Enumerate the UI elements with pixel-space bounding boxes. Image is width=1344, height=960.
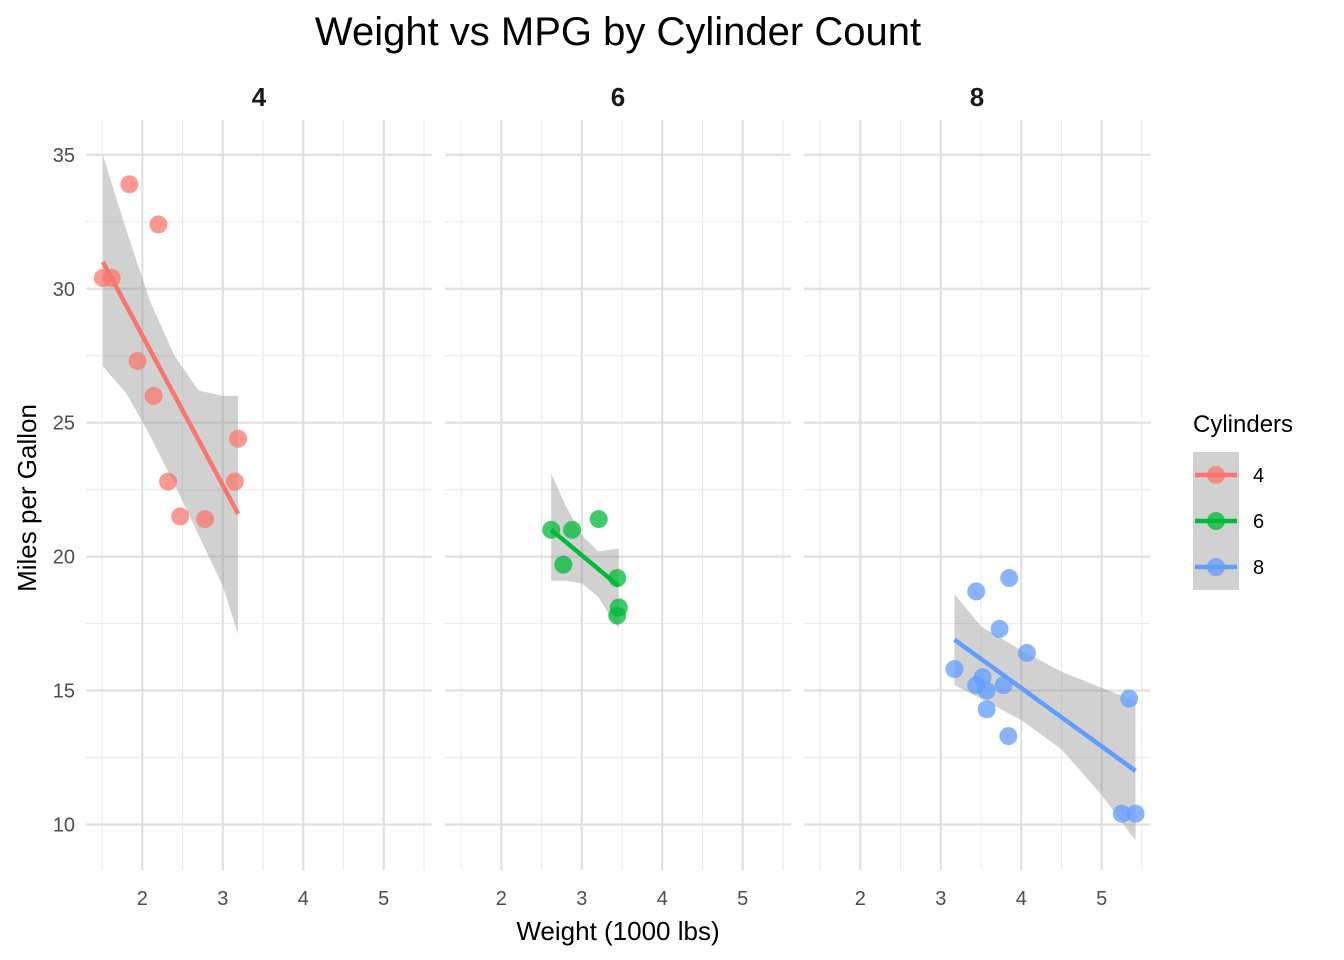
data-point xyxy=(589,510,608,529)
data-point xyxy=(149,215,168,234)
x-tick-label: 5 xyxy=(1096,888,1107,910)
legend-key-8: 8 xyxy=(1193,544,1264,590)
data-point xyxy=(229,429,248,448)
chart-title: Weight vs MPG by Cylinder Count xyxy=(315,10,921,54)
x-tick-label: 3 xyxy=(576,888,587,910)
facet-strip-label: 4 xyxy=(252,82,267,112)
data-point xyxy=(196,510,215,529)
y-tick-label: 30 xyxy=(53,279,75,301)
data-point xyxy=(1126,804,1145,823)
legend-key-6: 6 xyxy=(1193,498,1264,544)
legend-title: Cylinders xyxy=(1193,411,1293,438)
data-point xyxy=(945,660,964,679)
data-point xyxy=(1017,644,1036,663)
regression-line xyxy=(549,528,621,588)
y-tick-label: 35 xyxy=(53,145,75,167)
confidence-band xyxy=(551,473,619,629)
legend-key-point xyxy=(1207,512,1225,530)
x-axis-title: Weight (1000 lbs) xyxy=(516,916,719,946)
x-tick-label: 2 xyxy=(496,888,507,910)
data-point xyxy=(144,386,163,405)
legend: Cylinders 4 6 8 xyxy=(1193,411,1293,590)
y-tick-label: 20 xyxy=(53,547,75,569)
x-tick-label: 4 xyxy=(657,888,668,910)
confidence-band xyxy=(102,154,239,635)
data-point xyxy=(609,598,628,617)
data-point xyxy=(977,700,996,719)
data-point xyxy=(1120,689,1139,708)
facet-strip-label: 8 xyxy=(970,82,984,112)
facet-panel-4: 4 2 3 4 5 xyxy=(86,82,432,910)
data-point xyxy=(128,352,147,371)
y-tick-label: 15 xyxy=(53,681,75,703)
facet-panel-8: 8 2 3 4 5 xyxy=(804,82,1150,910)
data-point xyxy=(1112,804,1131,823)
legend-key-point xyxy=(1207,466,1225,484)
data-point xyxy=(999,727,1018,746)
x-tick-label: 2 xyxy=(855,888,866,910)
legend-label: 6 xyxy=(1253,511,1264,533)
x-tick-label: 4 xyxy=(298,888,309,910)
legend-label: 4 xyxy=(1253,465,1264,487)
legend-key-4: 4 xyxy=(1193,452,1264,498)
regression-line xyxy=(100,260,241,515)
x-tick-label: 3 xyxy=(935,888,946,910)
legend-label: 8 xyxy=(1253,557,1264,579)
data-point xyxy=(159,472,178,491)
data-point xyxy=(171,507,190,526)
data-point xyxy=(225,472,244,491)
legend-keys: 4 6 8 xyxy=(1193,452,1264,590)
y-tick-label: 25 xyxy=(53,413,75,435)
data-point xyxy=(967,582,986,601)
regression-line xyxy=(953,637,1137,773)
data-point xyxy=(990,619,1009,638)
data-point xyxy=(554,555,573,574)
legend-key-point xyxy=(1207,558,1225,576)
confidence-band xyxy=(954,594,1136,841)
data-point xyxy=(120,175,139,194)
x-tick-label: 3 xyxy=(217,888,228,910)
facet-strip-label: 6 xyxy=(611,82,625,112)
facet-panel-6: 6 2 3 4 5 xyxy=(445,82,791,910)
x-tick-label: 2 xyxy=(137,888,148,910)
facet-panels: 4 2 3 4 5 6 2 3 4 5 8 2 3 4 5 10 15 20 25 30 35 xyxy=(53,82,1150,910)
x-tick-label: 5 xyxy=(378,888,389,910)
data-point xyxy=(977,681,996,700)
y-axis-ticks: 10 15 20 25 30 35 xyxy=(53,145,75,837)
y-axis-title: Miles per Gallon xyxy=(12,404,42,592)
data-point xyxy=(1000,569,1019,588)
data-point xyxy=(563,520,582,539)
x-tick-label: 4 xyxy=(1016,888,1027,910)
y-tick-label: 10 xyxy=(53,814,75,836)
x-tick-label: 5 xyxy=(737,888,748,910)
